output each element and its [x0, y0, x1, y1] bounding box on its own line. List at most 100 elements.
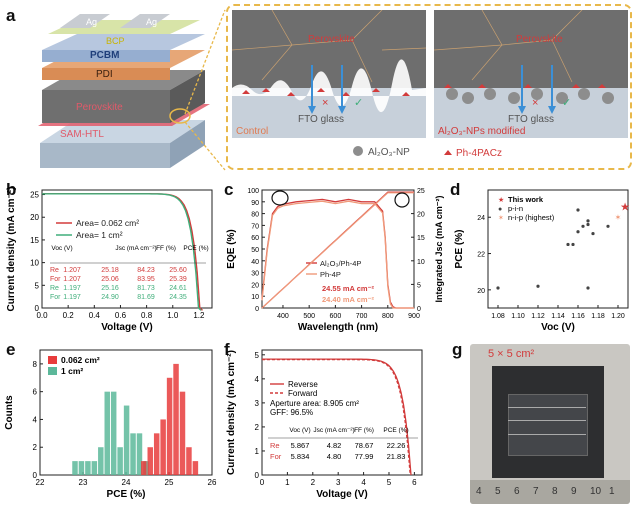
- panel-letter-a: a: [6, 6, 16, 25]
- table-cell: 24.90: [101, 294, 119, 301]
- pin-point: [496, 286, 500, 290]
- y-tick-label: 5: [255, 351, 260, 360]
- x-axis-label: PCE (%): [107, 489, 146, 500]
- y2-tick-label: 0: [417, 306, 421, 313]
- table-cell: 5.834: [291, 452, 310, 461]
- table-cell: 1.197: [63, 294, 81, 301]
- histogram-bar-0: [173, 363, 179, 475]
- legend-swatch-1: [48, 367, 57, 375]
- svg-text:×: ×: [322, 97, 328, 109]
- legend-label-1: Ph-4P: [320, 270, 341, 279]
- y-axis-label: Current density (mA cm⁻²): [226, 350, 237, 475]
- legend-label-0: Area= 0.062 cm²: [76, 218, 139, 228]
- table-cell: 25.60: [169, 267, 187, 274]
- y-tick-label: 90: [251, 200, 259, 207]
- x-tick-label: 1.0: [167, 311, 179, 320]
- x-axis-label: Voltage (V): [101, 322, 152, 333]
- legend-np-icon: [353, 146, 363, 156]
- table-row-label: Re: [270, 441, 280, 450]
- legend-sam-icon: [444, 150, 452, 155]
- x-tick-label: 1.12: [531, 313, 545, 320]
- x-tick-label: 0.4: [89, 311, 101, 320]
- stack-bcp: BCP: [106, 36, 125, 46]
- panel-letter-d: d: [450, 180, 461, 199]
- legend-label-1: Forward: [288, 389, 317, 398]
- panel-g-photo: 5 × 5 cm² 4 5 6 7 8 9 10 1: [470, 344, 630, 504]
- panel-a-stack: Ag BCP Ag PCBM PDI Perovskite SAM-HTL: [38, 14, 210, 168]
- eqe-axis-marker: [271, 190, 289, 206]
- table-cell: 25.06: [101, 276, 119, 283]
- table-cell: 22.26: [387, 441, 406, 450]
- this-work-point: ★: [620, 201, 630, 213]
- table-header: Jsc (mA cm⁻²): [313, 427, 354, 434]
- pin-point: [571, 242, 575, 247]
- plot-frame: [261, 349, 423, 476]
- y-tick-label: 6: [33, 388, 38, 397]
- inset-left-perovskite: Perovskite: [308, 34, 355, 45]
- y-tick-label: 0: [255, 306, 259, 313]
- table-row-label: Re: [50, 285, 59, 292]
- x-tick-label: 500: [303, 313, 315, 320]
- panel-letter-c: c: [224, 180, 234, 199]
- histogram-bar-1: [136, 433, 143, 475]
- x-tick-label: 1.08: [491, 313, 505, 320]
- x-tick-label: 0.6: [115, 311, 127, 320]
- panel-letter-b: b: [6, 180, 17, 199]
- x-tick-label: 3: [336, 478, 341, 487]
- histogram-bar-1: [130, 433, 136, 475]
- x-tick-label: 26: [208, 478, 217, 487]
- x-tick-label: 1: [285, 478, 290, 487]
- annotation: Aperture area: 8.905 cm²: [270, 399, 359, 408]
- panel-letter-e: e: [6, 340, 16, 359]
- y2-tick-label: 25: [417, 188, 425, 195]
- y-tick-label: 4: [33, 415, 38, 424]
- table-cell: 4.82: [327, 441, 342, 450]
- table-header: Voc (V): [51, 245, 72, 252]
- table-cell: 78.67: [355, 441, 374, 450]
- jsc-curve-1: [261, 192, 414, 309]
- pin-point: [586, 219, 590, 223]
- nip-point: ✶: [615, 213, 622, 222]
- table-cell: 1.207: [63, 276, 81, 283]
- x-tick-label: 22: [36, 478, 45, 487]
- x-tick-label: 2: [311, 478, 316, 487]
- panel-a-inset-frame: [226, 4, 632, 170]
- eqe-curve-0: [261, 198, 414, 309]
- x-tick-label: 0.0: [36, 311, 48, 320]
- chart-c: 400 500 600 700 800 9000102030405060708090100…: [226, 188, 444, 333]
- table-header: FF (%): [354, 427, 374, 434]
- x-tick-label: 1.18: [591, 313, 605, 320]
- pin-point: [606, 224, 610, 228]
- ruler-number: 9: [571, 486, 577, 497]
- table-row-label: For: [50, 276, 61, 283]
- pin-point: [591, 231, 595, 236]
- x-axis-label: Voltage (V): [316, 489, 367, 500]
- x-tick-label: 1.2: [193, 311, 205, 320]
- integrated-jsc-label: 24.55 mA cm⁻²: [322, 284, 375, 293]
- y-axis-label: Counts: [4, 395, 15, 430]
- legend-label: This work: [508, 195, 544, 204]
- x-tick-label: 1.14: [551, 313, 565, 320]
- histogram-bar-0: [147, 447, 153, 475]
- x-tick-label: 24: [122, 478, 131, 487]
- table-cell: 25.39: [169, 276, 187, 283]
- histogram-bar-1: [104, 391, 110, 475]
- ruler-number: 8: [552, 486, 558, 497]
- table-cell: 24.35: [169, 294, 187, 301]
- table-row-label: For: [270, 452, 282, 461]
- histogram-bar-0: [166, 377, 173, 475]
- y-axis-label: Current density (mA cm⁻²): [6, 187, 17, 312]
- pin-point: [581, 224, 585, 228]
- pin-point: [576, 208, 580, 212]
- annotation: GFF: 96.5%: [270, 408, 313, 417]
- stack-sam-htl: SAM-HTL: [60, 129, 104, 140]
- y-tick-label: 1: [255, 447, 260, 456]
- y-tick-label: 15: [30, 236, 39, 245]
- module-active-area: [508, 394, 588, 456]
- y-tick-label: 2: [33, 443, 38, 452]
- y-tick-label: 70: [251, 223, 259, 230]
- y-tick-label: 100: [247, 188, 259, 195]
- legend-swatch-0: [48, 356, 57, 364]
- legend-label-1: Area= 1 cm²: [76, 230, 123, 240]
